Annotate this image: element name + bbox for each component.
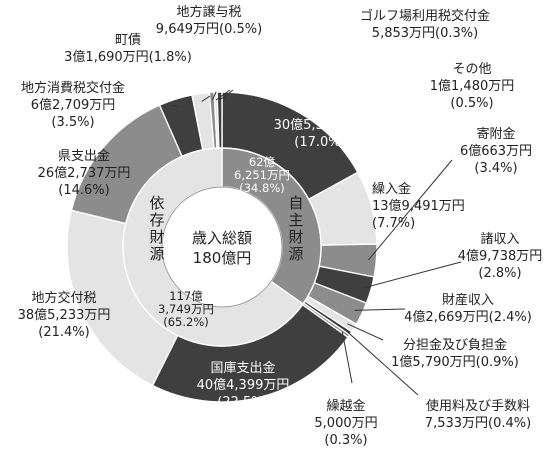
inner-value-label-1-0: 117億 (169, 289, 203, 303)
outer-label-amount-10: 26億2,737万円 (38, 165, 131, 181)
outer-label-percent-6: (0.4%) (488, 416, 531, 431)
outer-label-amount-percent-14: 5,853万円(0.3%) (372, 26, 478, 41)
inner-value-label-0-2: (34.8%) (239, 181, 285, 195)
outer-label-percent-11: (3.5%) (51, 115, 94, 130)
inner-group-label-1: 依存財源 (149, 194, 164, 263)
outer-label-percent-7: (0.3%) (324, 433, 367, 448)
outer-label-name-14: ゴルフ場利用税交付金 (360, 8, 490, 24)
outer-label-percent-3: (2.8%) (478, 266, 521, 281)
outer-label-percent-0: (17.0%) (294, 135, 345, 150)
outer-label-amount-11: 6億2,709万円 (31, 97, 116, 113)
leader-line-14 (215, 89, 231, 101)
outer-label-percent-5: (0.9%) (476, 355, 519, 370)
inner-group-char: 源 (149, 245, 164, 263)
outer-label-amount-6: 7,533万円 (425, 416, 488, 431)
outer-label-name-0: 町税 (307, 101, 333, 116)
outer-label-amount-12: 3億1,690万円 (64, 49, 149, 65)
center-label-total: 180億円 (193, 249, 252, 267)
outer-label-name-6: 使用料及び手数料 (426, 398, 530, 414)
outer-label-amount-8: 40億4,399万円 (197, 377, 290, 393)
inner-value-label-0-1: 6,251万円 (234, 168, 290, 182)
leader-line-11 (171, 104, 179, 108)
outer-label-name-9: 地方交付税 (31, 290, 96, 306)
outer-label-name-11: 地方消費税交付金 (21, 80, 125, 96)
outer-label-name-7: 繰越金 (326, 398, 365, 414)
outer-label-amount-percent-13: 9,649万円(0.5%) (156, 22, 262, 37)
outer-label-percent-1: (7.7%) (372, 216, 415, 231)
outer-label-amount-2: 6億663万円 (460, 143, 532, 159)
leader-line-15 (219, 89, 234, 101)
outer-label-percent-8: (22.5%) (217, 395, 268, 410)
outer-label-name-13: 地方譲与税 (176, 4, 241, 20)
inner-value-label-1-1: 3,749万円 (158, 302, 214, 316)
outer-label-name-5: 分担金及び負担金 (403, 337, 507, 353)
outer-label-amount-3: 4億9,738万円 (458, 248, 543, 264)
center-label-title: 歳入総額 (192, 229, 252, 247)
outer-label-name-2: 寄附金 (476, 126, 515, 142)
inner-value-label-1-2: (65.2%) (163, 315, 209, 329)
inner-group-char: 財 (149, 228, 164, 246)
inner-group-char: 主 (288, 211, 303, 229)
inner-group-char: 存 (149, 211, 164, 229)
inner-group-char: 財 (288, 228, 303, 246)
leader-line-5 (347, 323, 384, 341)
leader-line-6 (343, 328, 419, 396)
outer-label-name-10: 県支出金 (58, 148, 110, 164)
outer-label-name-12: 町債 (115, 33, 141, 48)
center-hole (161, 186, 283, 308)
outer-label-name-4: 財産収入 (442, 292, 494, 308)
inner-group-label-0: 自主財源 (288, 194, 303, 263)
inner-value-label-0-0: 62億 (249, 155, 276, 169)
outer-label-percent-9: (21.4%) (38, 325, 89, 340)
outer-label-amount-percent-6: 7,533万円(0.4%) (425, 416, 531, 431)
outer-label-percent-14: (0.3%) (435, 26, 478, 41)
outer-label-percent-13: (0.5%) (219, 22, 262, 37)
inner-group-char: 自 (288, 194, 303, 212)
outer-label-amount-1: 13億9,491万円 (372, 198, 465, 214)
outer-label-amount-7: 5,000万円 (314, 416, 377, 431)
leader-line-7 (341, 331, 353, 384)
outer-label-percent-4: (2.4%) (489, 310, 532, 325)
outer-label-percent-12: (1.8%) (149, 50, 192, 65)
outer-label-name-15: その他 (452, 62, 491, 77)
outer-label-percent-10: (14.6%) (58, 183, 109, 198)
inner-group-char: 源 (288, 245, 303, 263)
leader-line-2 (368, 159, 453, 261)
outer-label-amount-0: 30億5,366万円 (274, 117, 367, 133)
outer-label-amount-15: 1億1,480万円 (430, 78, 515, 94)
outer-label-amount-9: 38億5,233万円 (18, 307, 111, 323)
outer-label-amount-13: 9,649万円 (156, 22, 219, 37)
outer-label-amount-14: 5,853万円 (372, 26, 435, 41)
outer-label-amount-4: 4億2,669万円 (404, 309, 489, 325)
outer-label-amount-5: 1億5,790万円 (391, 354, 476, 370)
outer-label-name-1: 繰入金 (372, 181, 411, 197)
inner-group-char: 依 (149, 194, 164, 212)
leader-line-3 (363, 261, 462, 289)
outer-label-amount-percent-12: 3億1,690万円(1.8%) (64, 49, 192, 65)
leader-line-12 (201, 95, 211, 102)
leader-line-13 (211, 91, 217, 101)
outer-label-name-8: 国庫支出金 (210, 360, 275, 376)
outer-label-amount-percent-4: 4億2,669万円(2.4%) (404, 309, 532, 325)
outer-label-amount-percent-5: 1億5,790万円(0.9%) (391, 354, 519, 370)
outer-label-percent-2: (3.4%) (474, 161, 517, 176)
outer-label-percent-15: (0.5%) (450, 96, 493, 111)
outer-label-name-3: 諸収入 (480, 231, 519, 247)
leader-line-4 (354, 308, 406, 311)
